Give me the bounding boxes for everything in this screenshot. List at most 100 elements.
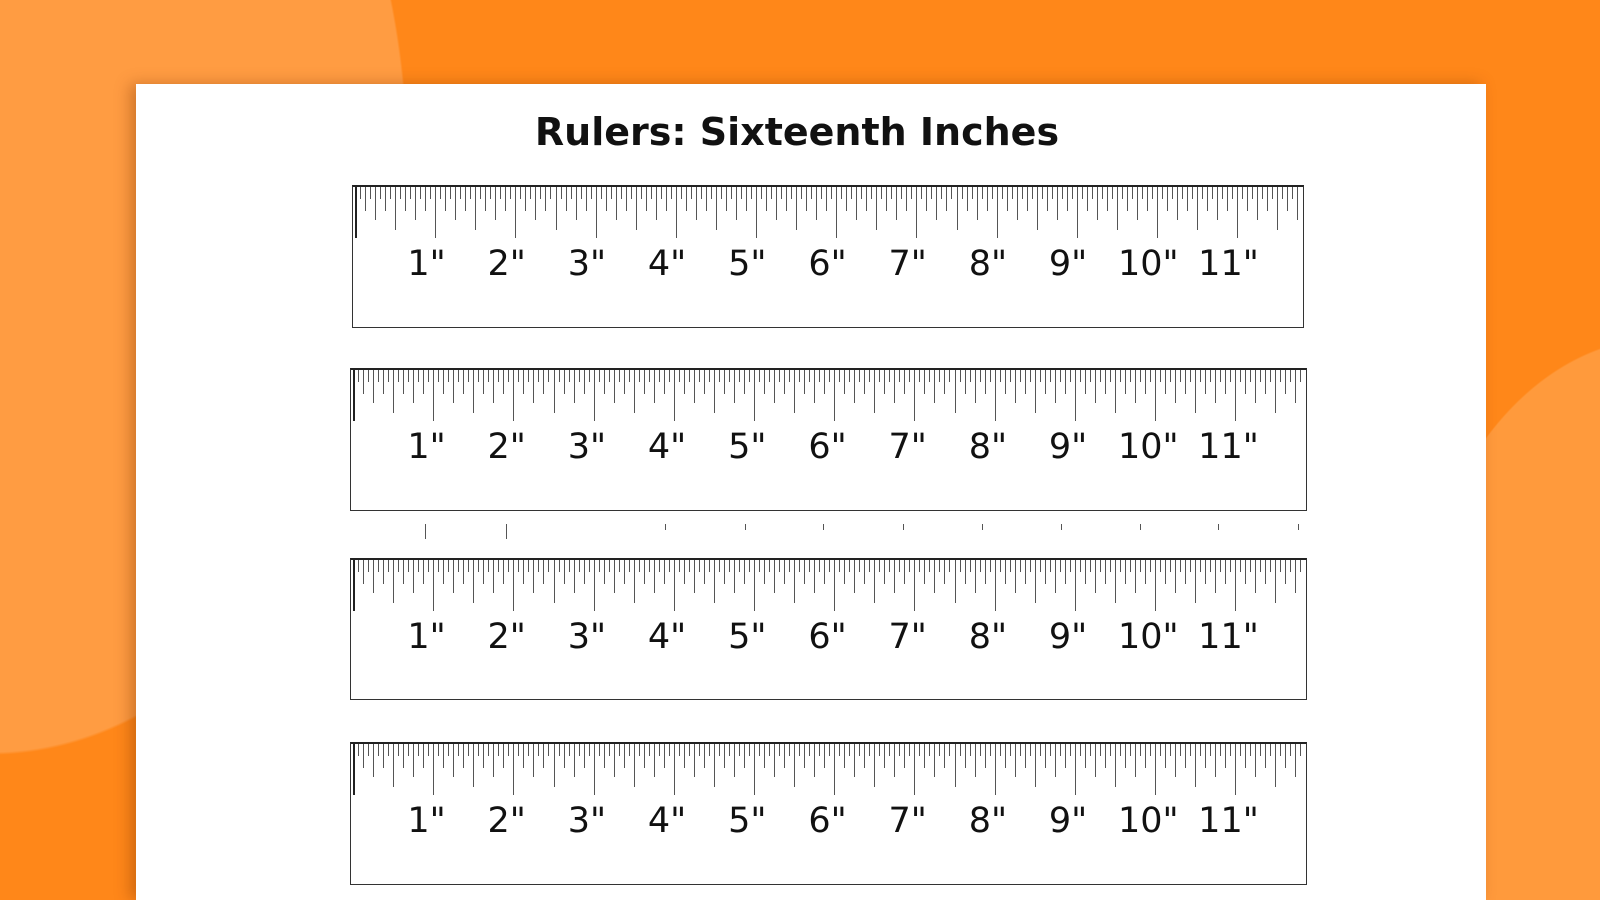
ruler-tick xyxy=(1044,370,1046,394)
ruler-tick xyxy=(390,187,392,199)
ruler-tick xyxy=(1084,744,1086,768)
ruler-tick xyxy=(984,560,986,584)
ruler-tick xyxy=(1245,744,1247,768)
stray-tick-mark xyxy=(665,524,666,530)
ruler-tick xyxy=(668,744,670,756)
ruler-tick xyxy=(954,370,956,413)
ruler-tick xyxy=(478,744,480,756)
ruler-tick xyxy=(663,744,665,768)
ruler-tick xyxy=(1235,370,1237,421)
ruler-tick xyxy=(518,560,520,572)
ruler-tick xyxy=(520,187,522,199)
ruler-tick xyxy=(423,744,425,768)
stray-tick-mark xyxy=(1061,524,1062,530)
ruler-tick xyxy=(695,187,697,220)
ruler-tick xyxy=(929,560,931,572)
ruler-tick xyxy=(1240,370,1242,382)
ruler-tick xyxy=(458,370,460,382)
ruler-tick xyxy=(515,187,517,238)
ruler-tick xyxy=(573,560,575,593)
ruler-tick xyxy=(433,744,435,795)
ruler-tick xyxy=(1200,560,1202,572)
ruler-tick xyxy=(398,370,400,382)
ruler-tick xyxy=(894,370,896,403)
ruler-tick xyxy=(1149,744,1151,756)
ruler-tick xyxy=(919,370,921,382)
ruler-tick xyxy=(588,370,590,382)
ruler: 1" 2" 3" 4" 5" 6" 7" 8" 9" 10" 11" xyxy=(352,185,1304,328)
ruler-tick xyxy=(1255,370,1257,403)
ruler-tick xyxy=(648,370,650,382)
ruler-tick xyxy=(921,187,923,199)
ruler-tick xyxy=(1160,744,1161,756)
ruler-inch-label: 10" xyxy=(1117,617,1179,657)
ruler-tick xyxy=(363,560,365,584)
ruler-inch-label: 5" xyxy=(728,427,767,467)
ruler-tick xyxy=(906,187,908,211)
ruler-tick xyxy=(543,370,545,394)
ruler-tick xyxy=(1074,560,1076,611)
ruler-tick xyxy=(488,370,490,382)
ruler-tick xyxy=(1016,187,1018,220)
ruler-tick xyxy=(1019,560,1021,572)
ruler-inch-label: 8" xyxy=(968,617,1008,657)
ruler-tick xyxy=(1131,187,1133,199)
ruler-tick xyxy=(378,370,380,382)
ruler-tick xyxy=(545,187,547,211)
ruler-tick xyxy=(899,370,901,382)
ruler-tick xyxy=(1165,560,1167,584)
ruler-tick xyxy=(693,370,695,403)
ruler-inch-label: 11" xyxy=(1198,801,1259,841)
ruler-tick xyxy=(949,560,951,572)
ruler-tick xyxy=(1039,370,1041,382)
ruler-tick xyxy=(829,370,831,382)
ruler-tick xyxy=(748,560,750,572)
ruler-tick xyxy=(1270,370,1272,382)
ruler-tick xyxy=(473,560,475,603)
ruler-tick xyxy=(1170,744,1172,756)
ruler-tick xyxy=(1051,187,1053,199)
ruler-tick xyxy=(648,560,650,572)
ruler-tick xyxy=(994,370,996,421)
ruler-inch-label: 9" xyxy=(1048,244,1088,284)
ruler-tick xyxy=(675,187,677,238)
ruler-tick xyxy=(864,370,866,394)
ruler-tick xyxy=(445,187,447,211)
ruler-tick xyxy=(1155,744,1156,795)
ruler-tick xyxy=(951,187,953,199)
stray-tick-mark xyxy=(506,524,507,539)
ruler-tick xyxy=(899,744,901,756)
ruler-tick xyxy=(1114,370,1116,413)
ruler-tick xyxy=(393,370,395,413)
ruler-tick xyxy=(1069,560,1071,572)
ruler-tick xyxy=(1207,187,1209,211)
ruler-tick xyxy=(663,370,665,394)
ruler-inch-label: 1" xyxy=(407,617,446,657)
ruler-tick xyxy=(831,187,833,199)
ruler-tick xyxy=(443,560,445,584)
ruler-tick xyxy=(1265,744,1267,768)
ruler-tick xyxy=(1136,187,1138,220)
ruler-tick xyxy=(1232,187,1234,199)
ruler-tick xyxy=(473,744,475,787)
ruler-tick xyxy=(553,560,555,603)
ruler-tick xyxy=(493,370,495,403)
ruler-tick xyxy=(1197,187,1199,230)
ruler-tick xyxy=(650,187,652,199)
ruler-tick xyxy=(1280,744,1282,756)
ruler-tick xyxy=(1165,744,1167,768)
ruler-tick xyxy=(756,187,757,238)
ruler-tick xyxy=(966,187,968,211)
ruler-tick xyxy=(934,744,936,777)
ruler-tick xyxy=(1139,370,1141,382)
ruler-tick xyxy=(710,187,712,199)
ruler-tick xyxy=(1185,744,1187,768)
ruler-tick xyxy=(688,560,690,572)
ruler-tick xyxy=(483,744,485,768)
ruler-tick xyxy=(608,560,610,572)
ruler-tick xyxy=(959,370,961,382)
ruler-tick xyxy=(1222,187,1224,199)
ruler-tick xyxy=(1252,187,1254,199)
ruler-tick xyxy=(834,560,836,611)
ruler-tick xyxy=(1076,187,1078,238)
